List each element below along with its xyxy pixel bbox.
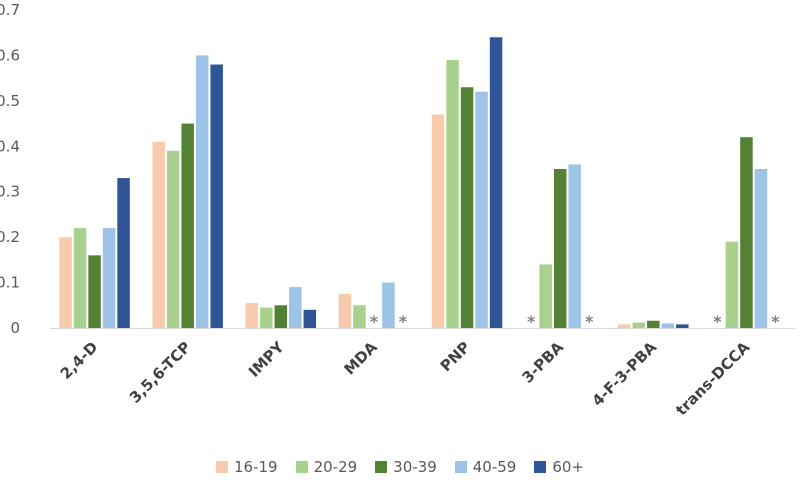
bar-30-39	[88, 255, 101, 328]
category-label: 3,5,6-TCP	[126, 338, 195, 407]
bar-30-39	[740, 137, 753, 328]
bar-30-39	[274, 305, 288, 328]
bar-16-19	[245, 303, 259, 328]
bar-40-59	[102, 228, 116, 328]
category-label: MDA	[340, 338, 381, 379]
bar-40-59	[568, 164, 581, 328]
bar-60+	[676, 324, 689, 328]
bar-20-29	[632, 322, 646, 328]
bar-16-19	[431, 114, 445, 328]
missing-markers: * * * * * *	[370, 312, 781, 331]
bar-60+	[489, 37, 503, 328]
category-label: 4-F-3-PBA	[588, 338, 660, 410]
bar-20-29	[166, 150, 180, 328]
y-tick-label: 0.7	[0, 1, 20, 19]
bar-30-39	[647, 320, 660, 328]
missing-value-marker: *	[399, 312, 408, 331]
bars	[59, 37, 768, 329]
y-tick-label: 0.5	[0, 92, 20, 110]
bar-40-59	[382, 282, 395, 328]
legend-item: 20-29	[295, 458, 358, 476]
missing-value-marker: *	[713, 312, 722, 331]
category-label: IMPY	[245, 337, 288, 380]
missing-value-marker: *	[771, 312, 780, 331]
bar-30-39	[181, 123, 194, 328]
bar-16-19	[59, 237, 72, 328]
missing-value-marker: *	[527, 312, 536, 331]
bar-16-19	[152, 141, 165, 328]
missing-value-marker: *	[370, 312, 379, 331]
legend-label: 40-59	[472, 458, 517, 476]
legend-label: 60+	[552, 458, 585, 476]
bar-20-29	[353, 305, 366, 328]
bar-40-59	[475, 91, 488, 329]
category-label: 3-PBA	[518, 338, 567, 387]
bar-60+	[210, 64, 223, 328]
y-tick-label: 0.2	[0, 228, 20, 246]
bar-20-29	[539, 264, 552, 328]
category-label: 2,4-D	[57, 338, 102, 383]
legend-label: 20-29	[313, 458, 358, 476]
y-tick-label: 0.6	[0, 46, 20, 64]
legend-label: 16-19	[233, 458, 278, 476]
bar-40-59	[754, 169, 768, 328]
legend-item: 30-39	[375, 458, 437, 476]
category-labels: 2,4-D 3,5,6-TCP IMPY MDA PNP 3-PBA 4-F-3-PBA tr…	[57, 337, 754, 419]
bar-16-19	[618, 324, 631, 328]
bar-60+	[303, 309, 317, 328]
legend: 16-19 20-29 30-39 40-59 60+	[0, 456, 800, 478]
bar-40-59	[289, 287, 302, 328]
legend-swatch	[295, 461, 308, 473]
category-label: trans-DCCA	[672, 338, 753, 419]
legend-item: 60+	[534, 458, 584, 476]
category-label: PNP	[437, 338, 474, 375]
bar-20-29	[446, 59, 459, 328]
legend-swatch	[215, 461, 228, 473]
y-tick-label: 0.3	[0, 183, 20, 201]
bar-20-29	[260, 307, 273, 328]
legend-label: 30-39	[393, 458, 437, 476]
bar-40-59	[661, 323, 675, 328]
y-tick-label: 0	[10, 319, 20, 337]
bar-20-29	[73, 228, 87, 328]
bar-30-39	[553, 169, 567, 328]
y-axis: 0 0.1 0.2 0.3 0.4 0.5 0.6 0.7	[0, 1, 20, 337]
legend-item: 16-19	[215, 458, 278, 476]
bar-16-19	[338, 293, 352, 328]
bar-60+	[117, 178, 130, 328]
bar-40-59	[195, 55, 209, 329]
legend-swatch	[454, 461, 467, 473]
bar-20-29	[725, 241, 739, 328]
legend-item: 40-59	[454, 458, 517, 476]
bar-30-39	[460, 87, 474, 328]
y-tick-label: 0.4	[0, 137, 20, 155]
missing-value-marker: *	[585, 312, 594, 331]
y-tick-label: 0.1	[0, 274, 20, 292]
legend-swatch	[534, 461, 547, 473]
legend-swatch	[375, 461, 388, 473]
